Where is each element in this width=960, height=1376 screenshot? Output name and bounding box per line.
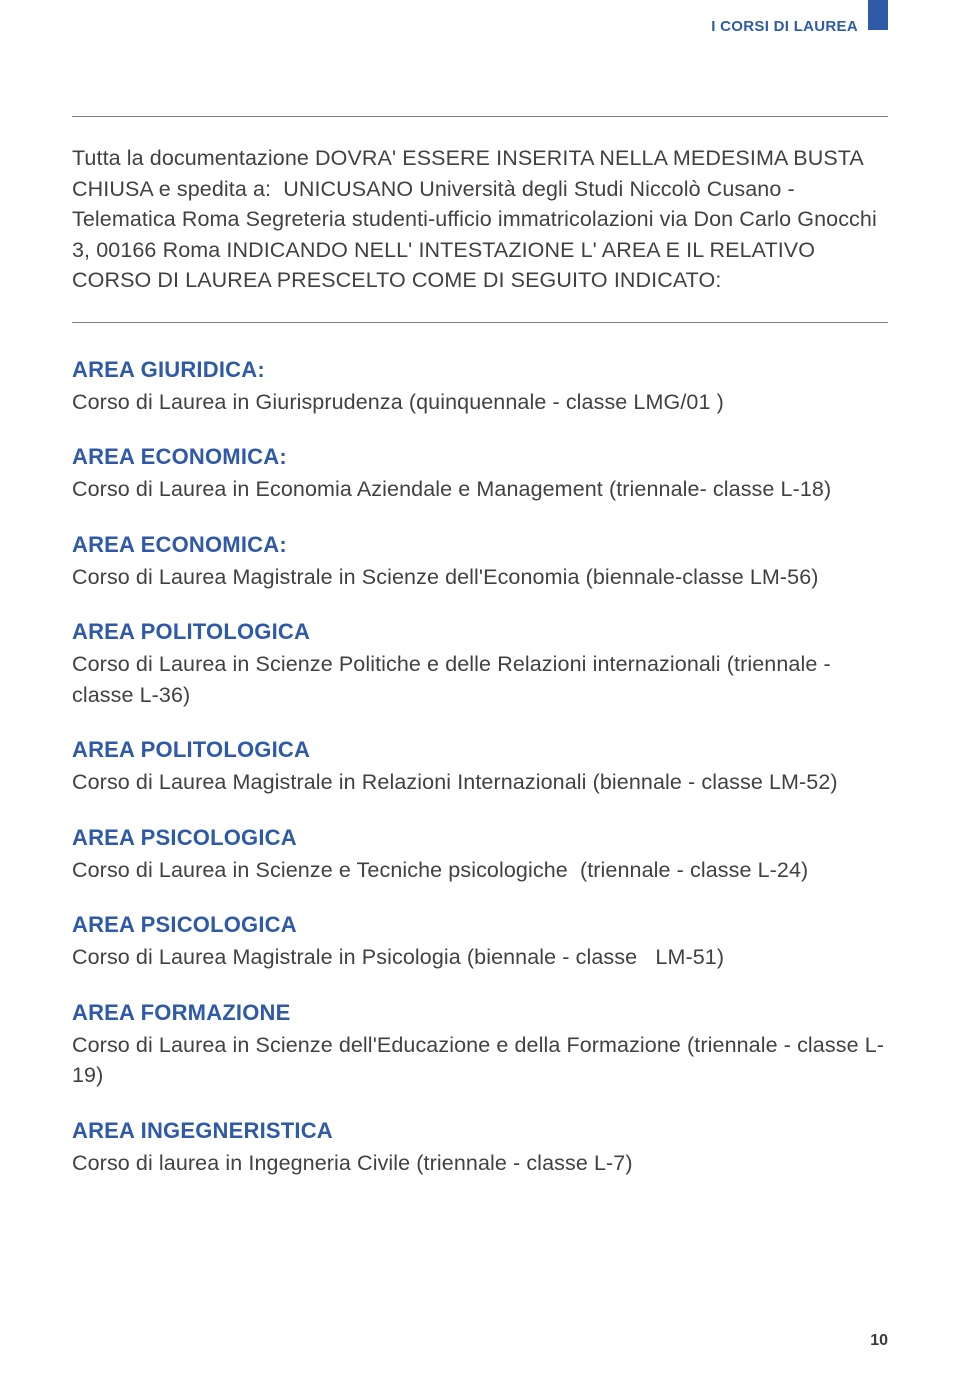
- intro-block: Tutta la documentazione DOVRA' ESSERE IN…: [72, 116, 888, 323]
- area-title: AREA GIURIDICA:: [72, 357, 888, 383]
- area-desc: Corso di laurea in Ingegneria Civile (tr…: [72, 1148, 888, 1179]
- area-item: AREA ECONOMICA: Corso di Laurea Magistra…: [72, 532, 888, 593]
- area-title: AREA POLITOLOGICA: [72, 619, 888, 645]
- page-header: I CORSI DI LAUREA: [711, 18, 888, 35]
- area-desc: Corso di Laurea in Economia Aziendale e …: [72, 474, 888, 505]
- page-number: 10: [870, 1332, 888, 1350]
- area-title: AREA PSICOLOGICA: [72, 912, 888, 938]
- area-title: AREA ECONOMICA:: [72, 444, 888, 470]
- header-accent-square: [868, 0, 888, 30]
- area-title: AREA INGEGNERISTICA: [72, 1118, 888, 1144]
- areas-list: AREA GIURIDICA: Corso di Laurea in Giuri…: [72, 357, 888, 1179]
- area-title: AREA POLITOLOGICA: [72, 737, 888, 763]
- area-item: AREA GIURIDICA: Corso di Laurea in Giuri…: [72, 357, 888, 418]
- area-title: AREA FORMAZIONE: [72, 1000, 888, 1026]
- section-label: I CORSI DI LAUREA: [711, 18, 858, 35]
- area-item: AREA PSICOLOGICA Corso di Laurea in Scie…: [72, 825, 888, 886]
- area-desc: Corso di Laurea in Scienze e Tecniche ps…: [72, 855, 888, 886]
- area-desc: Corso di Laurea in Scienze dell'Educazio…: [72, 1030, 888, 1091]
- area-desc: Corso di Laurea Magistrale in Psicologia…: [72, 942, 888, 973]
- area-title: AREA ECONOMICA:: [72, 532, 888, 558]
- area-item: AREA POLITOLOGICA Corso di Laurea Magist…: [72, 737, 888, 798]
- area-item: AREA ECONOMICA: Corso di Laurea in Econo…: [72, 444, 888, 505]
- area-item: AREA INGEGNERISTICA Corso di laurea in I…: [72, 1118, 888, 1179]
- area-item: AREA POLITOLOGICA Corso di Laurea in Sci…: [72, 619, 888, 710]
- area-title: AREA PSICOLOGICA: [72, 825, 888, 851]
- intro-text: Tutta la documentazione DOVRA' ESSERE IN…: [72, 143, 888, 296]
- document-page: I CORSI DI LAUREA Tutta la documentazion…: [0, 0, 960, 1376]
- area-desc: Corso di Laurea Magistrale in Scienze de…: [72, 562, 888, 593]
- area-desc: Corso di Laurea Magistrale in Relazioni …: [72, 767, 888, 798]
- area-item: AREA PSICOLOGICA Corso di Laurea Magistr…: [72, 912, 888, 973]
- area-item: AREA FORMAZIONE Corso di Laurea in Scien…: [72, 1000, 888, 1091]
- area-desc: Corso di Laurea in Scienze Politiche e d…: [72, 649, 888, 710]
- area-desc: Corso di Laurea in Giurisprudenza (quinq…: [72, 387, 888, 418]
